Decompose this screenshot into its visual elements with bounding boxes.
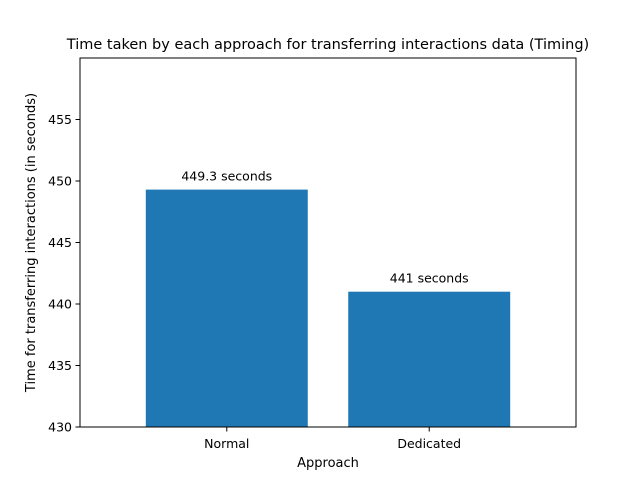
y-tick-label: 435 [48, 358, 72, 373]
y-tick-label: 455 [48, 112, 72, 127]
y-tick-label: 445 [48, 235, 72, 250]
bar-normal [145, 189, 308, 427]
data-label: 449.3 seconds [181, 169, 272, 184]
chart-title: Time taken by each approach for transfer… [66, 37, 589, 53]
y-axis-label: Time for transferring interactions (in s… [24, 93, 39, 393]
y-tick-label: 440 [48, 297, 72, 312]
y-tick-label: 450 [48, 174, 72, 189]
x-tick-label: Normal [204, 436, 249, 451]
data-label: 441 seconds [390, 271, 469, 286]
bar-dedicated [348, 291, 511, 427]
bars-group [145, 189, 511, 427]
y-tick-label: 430 [48, 420, 72, 435]
x-axis: Normal Dedicated [204, 427, 461, 451]
y-axis: 430 435 440 445 450 455 [48, 112, 80, 435]
x-tick-label: Dedicated [397, 436, 461, 451]
x-axis-label: Approach [297, 456, 359, 471]
data-labels-group: 449.3 seconds 441 seconds [181, 169, 468, 286]
